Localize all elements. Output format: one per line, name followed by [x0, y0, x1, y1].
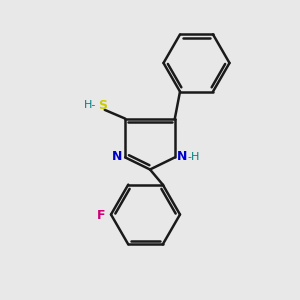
Text: H-: H-: [83, 100, 96, 110]
Text: N: N: [177, 150, 188, 163]
Text: N: N: [112, 150, 122, 163]
Text: -H: -H: [187, 152, 200, 162]
Text: S: S: [98, 99, 107, 112]
Text: F: F: [97, 209, 106, 222]
